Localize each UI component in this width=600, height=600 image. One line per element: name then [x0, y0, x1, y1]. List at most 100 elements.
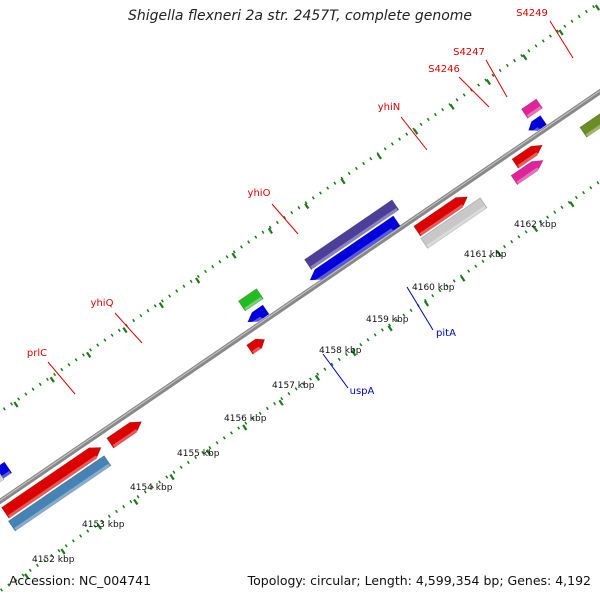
yhiN-leader [400, 116, 428, 151]
left-blue-lower-feature-body [0, 461, 13, 482]
blue-arrow-feature [247, 304, 270, 326]
yhiN-lower-bar [413, 196, 468, 237]
uspA-feature [237, 288, 264, 312]
yhiQ-feature-body [106, 421, 143, 449]
pitA-feature-body [304, 199, 400, 270]
S4249-label: S4249 [516, 8, 548, 19]
left-gray-feature-body [0, 472, 5, 483]
scale-label: 4160 kbp [412, 283, 455, 293]
yhiQ-feature-highlight [112, 429, 139, 448]
S4247-feature-highlight [516, 167, 540, 185]
S4246-feature [511, 144, 543, 169]
inner-tick-row [0, 1, 600, 414]
outer-tick-row-major-tick [532, 225, 539, 233]
outer-tick-row-major-tick [278, 399, 284, 406]
inner-tick-row-major-tick [122, 326, 128, 334]
S4247-feature [510, 159, 544, 186]
scale-label: 4153 kbp [82, 520, 125, 530]
outer-tick-row-major-tick [387, 325, 393, 332]
prlC-label: prlC [27, 348, 47, 359]
yhiQ-leader [114, 312, 143, 344]
inner-tick-row-major-tick [376, 153, 382, 160]
outer-tick-row-major-tick [96, 523, 102, 530]
uspA-feature-highlight [244, 296, 263, 311]
scale-label: 4152 kbp [32, 555, 75, 565]
prlC-lower-bar-body [1, 447, 102, 519]
outer-tick-row-major-tick [60, 548, 66, 555]
inner-tick-row-major-tick [267, 227, 273, 234]
outer-tick-row-major-tick [242, 424, 248, 431]
right-blue-feature [528, 115, 547, 135]
scale-labels: 4152 kbp 4153 kbp 4154 kbp 4155 kbp 4156 kbp… [32, 220, 557, 565]
inner-tick-row-major-tick [594, 4, 600, 11]
gene-features [0, 98, 600, 532]
prlC-lower-bar [1, 447, 102, 519]
right-blue-feature-body [528, 115, 547, 132]
inner-tick-row-major-tick [522, 54, 528, 61]
uspA-feature-body [237, 288, 264, 312]
scale-label: 4154 kbp [130, 483, 173, 493]
blue-arrow-feature-body [247, 304, 270, 323]
blue-bar-feature [309, 215, 401, 285]
left-gray-feature [0, 472, 5, 483]
S4249-feature [579, 113, 600, 138]
S4249-leader [549, 20, 574, 59]
yhiO-leader [271, 203, 299, 235]
uspA-leader [322, 353, 349, 389]
outer-tick-row-major-tick [496, 250, 502, 257]
scale-label: 4155 kbp [177, 449, 220, 459]
yhiQ-label: yhiQ [91, 298, 114, 309]
outer-tick-row-major-tick [314, 374, 321, 382]
inner-tick-row-major-tick [485, 78, 492, 86]
uspA-label: uspA [350, 386, 375, 397]
right-pink-feature [521, 98, 543, 119]
outer-tick-row-major-tick [24, 573, 30, 580]
S4249-feature-body [579, 113, 600, 138]
S4247-leader [485, 59, 508, 98]
scale-label: 4162 kbp [514, 220, 557, 230]
S4247-feature-body [510, 159, 544, 186]
accession-text: Accession: NC_004741 [9, 573, 152, 588]
prlC-upper-bar-highlight [14, 463, 111, 531]
outer-tick-row-major-tick [423, 300, 430, 307]
S4246-label: S4246 [428, 64, 460, 75]
yhiN-upper-bar [420, 197, 488, 249]
blue-bar-feature-body [309, 215, 401, 281]
S4246-leader [458, 76, 490, 108]
yhiQ-feature [106, 421, 143, 449]
genome-summary-text: Topology: circular; Length: 4,599,354 bp… [247, 573, 591, 588]
map-title: Shigella flexneri 2a str. 2457T, complet… [127, 8, 473, 24]
outer-tick-row-major-tick [169, 474, 175, 481]
yhiN-lower-bar-highlight [419, 204, 465, 236]
inner-tick-row-major-tick [195, 277, 201, 284]
prlC-lower-bar-highlight [8, 455, 99, 518]
inner-tick-row-major-tick [86, 351, 92, 358]
genome-backbone-highlight [0, 90, 600, 501]
outer-tick-row-major-tick [205, 449, 212, 456]
scale-label: 4159 kbp [366, 315, 409, 325]
outer-tick-row-major-tick [133, 498, 139, 506]
inner-tick-row-major-tick [340, 178, 346, 185]
yhiO-feature-body [246, 338, 266, 355]
yhiN-upper-bar-highlight [426, 205, 487, 248]
blue-arrow-feature-highlight [250, 316, 263, 326]
outer-tick-row-major-tick [569, 201, 575, 208]
yhiO-feature [246, 338, 266, 355]
genome-backbone [0, 88, 600, 505]
blue-bar-feature-highlight [312, 228, 394, 285]
gene-labels: prlC yhiQ yhiO yhiN S4246 S4247 S4249 uspA pitA [27, 8, 574, 397]
right-blue-feature-highlight [530, 127, 540, 135]
prlC-upper-bar-body [7, 455, 112, 532]
pitA-feature-highlight [310, 207, 398, 269]
S4247-label: S4247 [453, 47, 485, 58]
yhiO-label: yhiO [248, 188, 271, 199]
inner-tick-row-major-tick [449, 103, 455, 110]
scale-label: 4156 kbp [224, 414, 267, 424]
yhiN-lower-bar-body [413, 196, 468, 237]
pitA-leader [406, 286, 434, 331]
inner-tick-row-major-tick [13, 401, 19, 408]
inner-tick-row-major-tick [231, 252, 237, 259]
